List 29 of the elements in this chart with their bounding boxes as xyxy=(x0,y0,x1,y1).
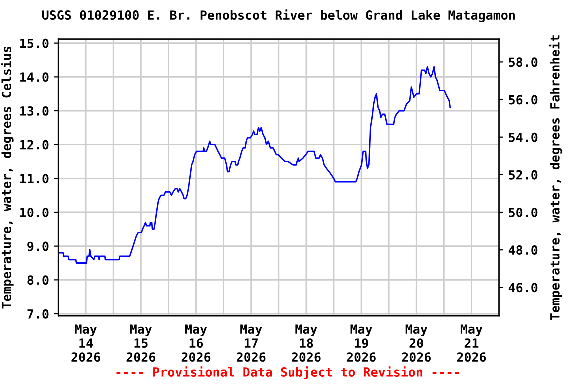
y2-tick-label: 54.0 xyxy=(509,132,538,142)
text: ---- Provisional Data Subject to Revision ---- xyxy=(116,366,460,380)
x-tick-label: May 17 2026 xyxy=(237,324,266,362)
y-tick-label: 10.0 xyxy=(20,208,49,218)
x-tick-label: May 14 2026 xyxy=(72,324,100,362)
x-tick-label: May 15 2026 xyxy=(126,324,156,362)
y-tick-label: 7.0 xyxy=(28,309,49,319)
x-tick-label: May 20 2026 xyxy=(402,324,432,362)
y-tick-label: 11.0 xyxy=(20,174,49,184)
y-tick-label: 15.0 xyxy=(20,38,49,48)
y-tick-label: 13.0 xyxy=(20,106,49,116)
y-tick-label: 12.0 xyxy=(20,140,49,150)
y-axis-title: Temperature, water, degrees Celsius xyxy=(1,46,14,309)
y2-tick-label: 56.0 xyxy=(509,95,538,105)
chart-title: USGS 01029100 E. Br. Penobscot River below Grand Lake Matagamon xyxy=(42,10,515,22)
y2-tick-label: 58.0 xyxy=(509,58,538,68)
x-tick-label: May 21 2026 xyxy=(457,324,486,362)
line-series xyxy=(58,66,452,264)
y2-tick-label: 50.0 xyxy=(509,208,538,218)
y2-tick-label: 48.0 xyxy=(508,246,538,256)
x-tick-label: May 16 2026 xyxy=(182,324,211,362)
y-tick-label: 9.0 xyxy=(28,242,49,252)
y2-tick-label: 52.0 xyxy=(509,170,538,180)
y2-axis-title: Temperature, water, degrees Fahrenheit xyxy=(550,36,562,320)
x-tick-label: May 19 2026 xyxy=(347,324,376,362)
x-tick-label: May 18 2026 xyxy=(292,324,321,362)
y-tick-label: 8.0 xyxy=(28,276,49,286)
y2-tick-label: 46.0 xyxy=(508,283,538,293)
y-tick-label: 14.0 xyxy=(20,72,49,82)
